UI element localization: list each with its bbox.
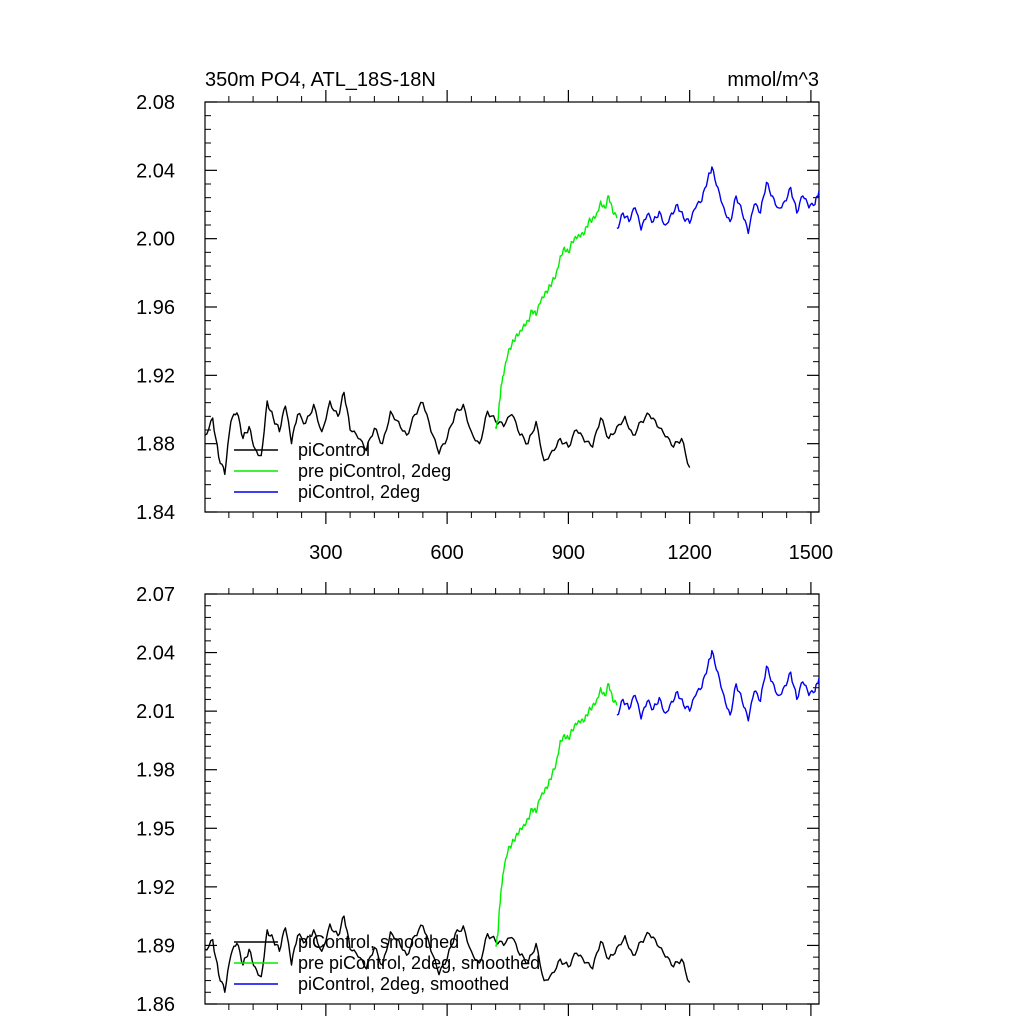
y-tick-label: 1.96: [136, 297, 175, 319]
y-tick-label: 1.92: [136, 877, 175, 899]
series-line-2: [494, 195, 618, 430]
top-plot-units: mmol/m^3: [727, 69, 819, 91]
top-plot-axes: 1.84 1.88 1.92 1.96 2.00 2.04 2.08 300 600 900 120…: [136, 90, 833, 564]
y-tick-label: 2.00: [136, 229, 175, 251]
legend-label: piControl: [298, 440, 370, 460]
series-line-2: [495, 683, 618, 947]
x-tick-label: 900: [552, 542, 585, 564]
legend-label: pre piControl, 2deg, smoothed: [298, 953, 540, 973]
x-tick-label: 1200: [667, 542, 712, 564]
bottom-plot: 1.86 1.89 1.92 1.95 1.98 2.01 2.04 2.07 piContr…: [136, 582, 820, 1016]
y-tick-label: 1.86: [136, 994, 175, 1016]
bottom-plot-axes: 1.86 1.89 1.92 1.95 1.98 2.01 2.04 2.07: [136, 582, 819, 1016]
series-line-3: [616, 649, 820, 722]
legend-label: piControl, 2deg, smoothed: [298, 974, 509, 994]
top-plot: 350m PO4, ATL_18S-18N mmol/m^3 1.841.881…: [136, 69, 833, 564]
y-tick-label: 2.01: [136, 701, 175, 723]
y-tick-label: 1.98: [136, 760, 175, 782]
series-line-1: [204, 915, 691, 993]
legend-label: piControl, 2deg: [298, 482, 420, 502]
x-tick-label: 1500: [789, 542, 834, 564]
top-plot-title: 350m PO4, ATL_18S-18N: [205, 69, 436, 91]
series-line-1: [204, 391, 691, 476]
y-tick-label: 2.08: [136, 92, 175, 114]
series-line-3: [616, 166, 820, 235]
top-plot-series: [204, 166, 820, 476]
y-tick-label: 1.84: [136, 502, 175, 524]
legend-label: piControl, smoothed: [298, 932, 459, 952]
x-tick-label: 600: [430, 542, 463, 564]
x-tick-label: 300: [309, 542, 342, 564]
y-tick-label: 2.04: [136, 643, 175, 665]
bottom-plot-series: [204, 649, 820, 993]
y-tick-label: 1.95: [136, 818, 175, 840]
y-tick-label: 2.07: [136, 584, 175, 606]
y-tick-label: 2.04: [136, 160, 175, 182]
y-tick-label: 1.89: [136, 935, 175, 957]
y-tick-label: 1.88: [136, 434, 175, 456]
legend-label: pre piControl, 2deg: [298, 461, 451, 481]
y-tick-label: 1.92: [136, 365, 175, 387]
bottom-plot-frame: [204, 593, 820, 1005]
